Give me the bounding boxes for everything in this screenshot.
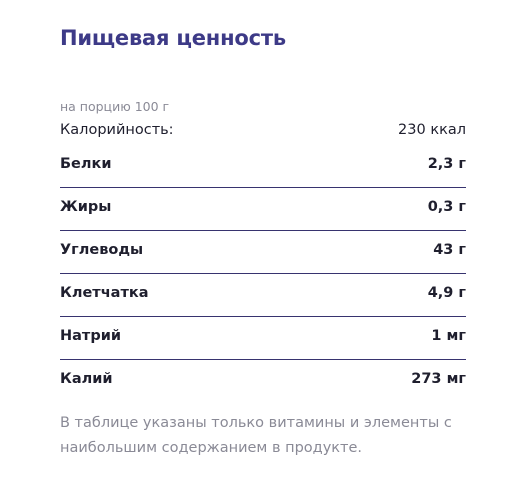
separator — [60, 273, 466, 274]
calories-value: 230 ккал — [398, 122, 466, 138]
separator — [60, 187, 466, 188]
nutrient-row: Жиры 0,3 г — [60, 199, 466, 215]
nutrient-row: Калий 273 мг — [60, 371, 466, 387]
footnote: В таблице указаны только витамины и элем… — [60, 415, 452, 456]
nutrient-row: Белки 2,3 г — [60, 156, 466, 172]
nutrient-name: Калий — [60, 371, 113, 387]
nutrient-name: Жиры — [60, 199, 112, 215]
nutrient-row: Углеводы 43 г — [60, 242, 466, 258]
separator — [60, 359, 466, 360]
calories-label: Калорийность: — [60, 122, 174, 138]
nutrient-row: Натрий 1 мг — [60, 328, 466, 344]
title: Пищевая ценность — [60, 26, 286, 50]
nutrient-value: 43 г — [433, 242, 466, 258]
separator — [60, 316, 466, 317]
nutrient-value: 1 мг — [431, 328, 466, 344]
separator — [60, 230, 466, 231]
nutrient-row: Клетчатка 4,9 г — [60, 285, 466, 301]
nutrient-name: Белки — [60, 156, 112, 172]
nutrient-value: 273 мг — [411, 371, 466, 387]
nutrient-name: Углеводы — [60, 242, 144, 258]
nutrient-value: 0,3 г — [427, 199, 466, 215]
nutrient-name: Натрий — [60, 328, 122, 344]
portion: на порцию 100 г — [60, 99, 170, 114]
nutrient-name: Клетчатка — [60, 285, 149, 301]
nutrient-value: 4,9 г — [427, 285, 466, 301]
calories-row: Калорийность: 230 ккал — [60, 122, 466, 138]
nutrient-value: 2,3 г — [427, 156, 466, 172]
